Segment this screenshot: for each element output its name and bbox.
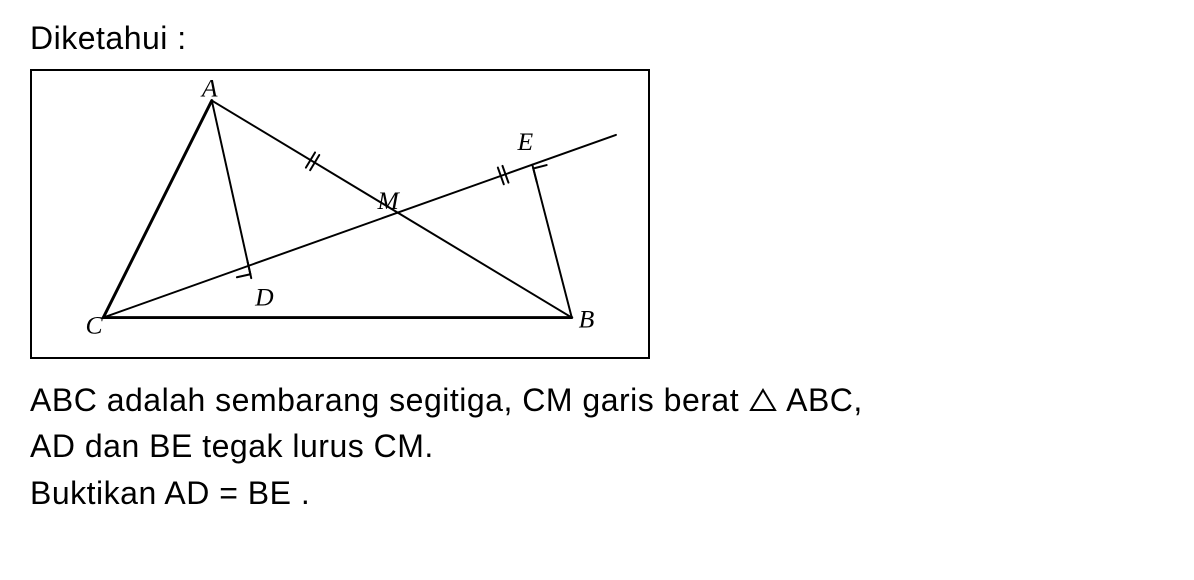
text-line-1b: ABC, <box>778 382 862 418</box>
geometry-svg: A B C D E M <box>32 71 648 357</box>
svg-text:D: D <box>254 283 274 312</box>
svg-text:A: A <box>200 74 218 103</box>
heading: Diketahui : <box>30 20 1164 57</box>
problem-statement: ABC adalah sembarang segitiga, CM garis … <box>30 377 1164 516</box>
text-line-1a: ABC adalah sembarang segitiga, CM garis … <box>30 382 748 418</box>
text-line-2: AD dan BE tegak lurus CM. <box>30 428 434 464</box>
text-line-3: Buktikan AD = BE . <box>30 475 310 511</box>
svg-text:E: E <box>517 127 534 156</box>
svg-text:C: C <box>86 310 104 339</box>
svg-text:M: M <box>376 186 400 215</box>
geometry-figure: A B C D E M <box>30 69 650 359</box>
svg-text:B: B <box>579 304 595 333</box>
triangle-icon <box>748 387 778 413</box>
